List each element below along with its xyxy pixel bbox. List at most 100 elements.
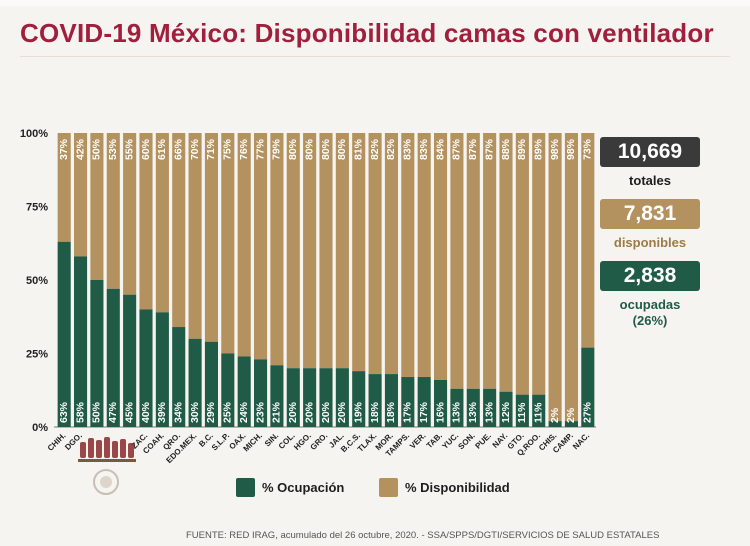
occupation-data-label: 30% [189, 401, 201, 423]
availability-bar [155, 133, 169, 313]
availability-bar [172, 133, 186, 328]
occupation-bar [106, 288, 120, 427]
availability-data-label: 84% [434, 138, 446, 160]
availability-data-label: 80% [303, 138, 315, 160]
availability-bar [319, 133, 333, 369]
occupation-data-label: 20% [287, 401, 299, 423]
x-tick-label: HGO. [292, 431, 313, 452]
availability-data-label: 73% [582, 138, 594, 160]
availability-bar [335, 133, 349, 369]
occupation-bar [188, 338, 202, 427]
occupation-bar [335, 368, 349, 427]
availability-bar [237, 133, 251, 357]
occupation-data-label: 13% [467, 401, 479, 423]
x-tick-label: CHIH. [46, 431, 68, 453]
occupation-bar [515, 394, 529, 427]
occupation-bar [57, 241, 71, 427]
occupation-bar [221, 353, 235, 427]
availability-bar [303, 133, 317, 369]
occupation-data-label: 13% [451, 401, 463, 423]
occupation-data-label: 25% [222, 401, 234, 423]
availability-bar [90, 133, 104, 280]
occupation-data-label: 2% [549, 407, 561, 423]
occupation-data-label: 39% [156, 401, 168, 423]
occupation-data-label: 40% [140, 401, 152, 423]
occupation-data-label: 45% [123, 401, 135, 423]
occupation-data-label: 11% [533, 402, 545, 423]
availability-bar [188, 133, 202, 339]
available-beds-value: 7,831 [600, 199, 700, 229]
availability-bar [204, 133, 218, 342]
occupation-bar [450, 388, 464, 427]
occupation-bar [352, 371, 366, 427]
available-beds-stat: 7,831 disponibles [600, 199, 700, 251]
page-title: COVID-19 México: Disponibilidad camas co… [20, 18, 714, 48]
occupation-data-label: 17% [418, 401, 430, 423]
occupied-beds-value: 2,838 [600, 261, 700, 291]
occupation-data-label: 20% [303, 401, 315, 423]
availability-data-label: 89% [533, 138, 545, 160]
availability-data-label: 42% [74, 138, 86, 160]
occupation-bar [155, 312, 169, 427]
occupation-bar [417, 377, 431, 427]
x-tick-label: GRO. [309, 431, 330, 452]
legend-label-availability: % Disponibilidad [405, 480, 510, 495]
top-accent-strip [0, 0, 750, 6]
availability-bar [368, 133, 382, 375]
availability-data-label: 80% [320, 138, 332, 160]
occupation-data-label: 18% [369, 401, 381, 423]
availability-bar [564, 133, 578, 422]
occupation-bar [581, 347, 595, 427]
x-tick-label: YUC. [440, 431, 460, 451]
occupation-bar [204, 341, 218, 427]
availability-bar [499, 133, 513, 392]
occupation-data-label: 58% [74, 401, 86, 423]
occupied-beds-stat: 2,838 ocupadas (26%) [600, 261, 700, 329]
availability-data-label: 76% [238, 138, 250, 160]
x-tick-label: NAC. [571, 431, 591, 451]
occupation-data-label: 63% [58, 401, 70, 423]
availability-data-label: 87% [451, 138, 463, 160]
occupation-bar [401, 377, 415, 427]
availability-bar [139, 133, 153, 310]
availability-data-label: 87% [483, 138, 495, 160]
availability-data-label: 80% [336, 138, 348, 160]
availability-data-label: 98% [549, 138, 561, 160]
availability-bar [286, 133, 300, 369]
occupation-data-label: 24% [238, 401, 250, 423]
total-beds-label: totales [629, 173, 671, 188]
availability-bar [434, 133, 448, 380]
occupation-data-label: 2% [565, 407, 577, 423]
source-footnote: FUENTE: RED IRAG, acumulado del 26 octub… [186, 530, 660, 541]
availability-bar [106, 133, 120, 289]
occupation-bar [139, 309, 153, 427]
occupation-data-label: 34% [173, 401, 185, 423]
y-tick-label: 0% [32, 422, 48, 434]
government-crest-logo [72, 432, 140, 502]
availability-data-label: 79% [271, 138, 283, 160]
total-beds-stat: 10,669 totales [600, 137, 700, 189]
x-tick-label: SON. [456, 431, 476, 451]
occupation-bar [237, 356, 251, 427]
availability-bar [450, 133, 464, 389]
availability-bar [123, 133, 137, 295]
legend-label-occupation: % Ocupación [262, 480, 345, 495]
y-tick-label: 25% [26, 349, 48, 361]
occupation-data-label: 19% [353, 401, 365, 423]
availability-data-label: 71% [205, 138, 217, 160]
occupation-data-label: 21% [271, 401, 283, 423]
availability-data-label: 77% [254, 138, 266, 160]
availability-data-label: 81% [353, 138, 365, 160]
occupation-data-label: 27% [582, 401, 594, 423]
y-tick-label: 75% [26, 202, 48, 214]
occupation-data-label: 20% [320, 401, 332, 423]
occupied-beds-label: ocupadas [619, 297, 681, 312]
occupation-bar [548, 421, 562, 427]
availability-data-label: 55% [123, 138, 135, 160]
x-tick-label: PUE. [473, 431, 493, 451]
occupation-bar [384, 374, 398, 427]
availability-data-label: 60% [140, 138, 152, 160]
occupation-bar [74, 256, 88, 427]
occupation-swatch [236, 478, 255, 497]
